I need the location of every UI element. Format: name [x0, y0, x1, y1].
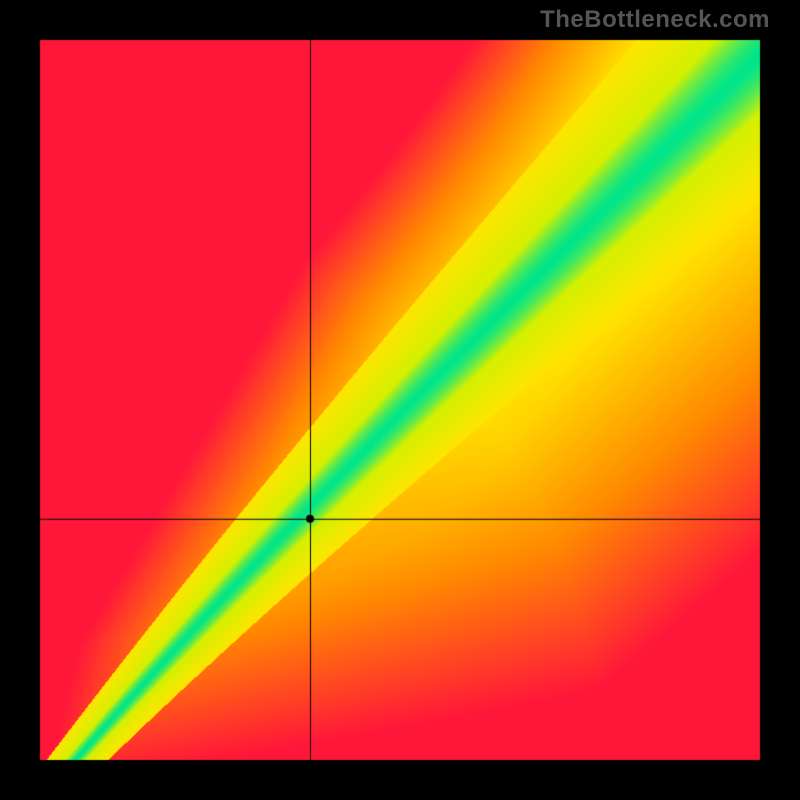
chart-container: TheBottleneck.com	[0, 0, 800, 800]
watermark-text: TheBottleneck.com	[540, 6, 770, 34]
heatmap-canvas	[0, 0, 800, 800]
